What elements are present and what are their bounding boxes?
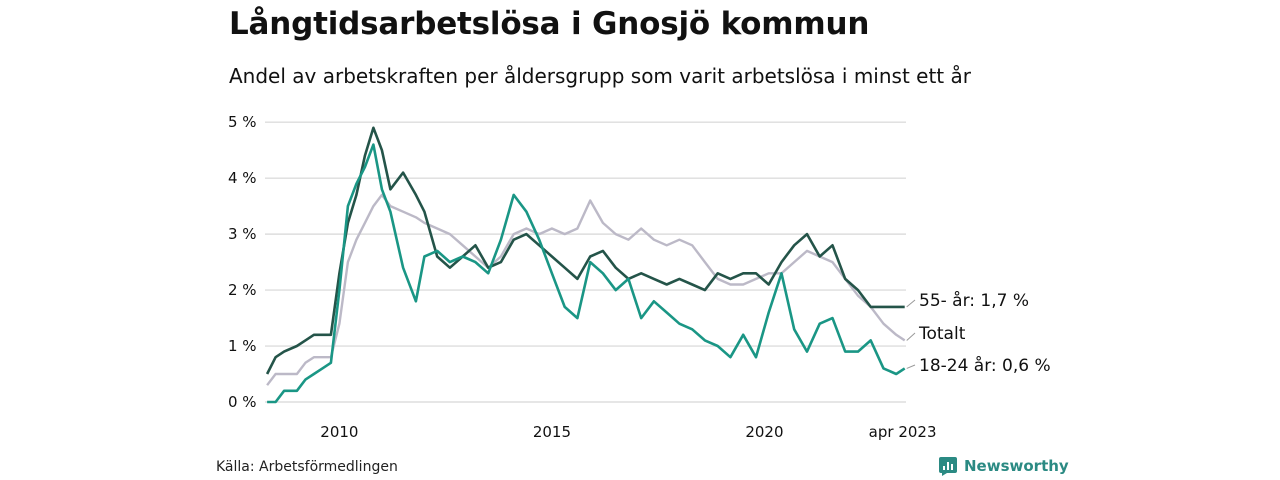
series-end-label-total: Totalt [918,324,966,344]
end-label-connector [906,364,916,369]
x-tick-label: 2020 [745,423,783,441]
y-tick-label: 0 % [228,393,257,411]
y-tick-label: 2 % [228,281,257,299]
gridlines [265,121,906,403]
x-tick-label: 2010 [320,423,358,441]
y-tick-label: 5 % [228,113,257,131]
chart-logo-icon [939,457,957,476]
source-note: Källa: Arbetsförmedlingen [216,459,398,475]
series-end-label-age55: 55- år: 1,7 % [919,290,1029,311]
series-end-label-age18: 18-24 år: 0,6 % [919,355,1051,376]
end-label-connector [906,299,916,308]
series-lines [265,126,906,404]
y-axis-ticks: 0 % 1 % 2 % 3 % 4 % 5 % [228,113,257,411]
end-label-connector [906,332,916,341]
chart-title: Långtidsarbetslösa i Gnosjö kommun [229,6,870,42]
y-tick-label: 1 % [228,337,257,355]
chart-subtitle: Andel av arbetskraften per åldersgrupp s… [229,64,971,88]
newsworthy-logo[interactable]: Newsworthy [938,456,1069,476]
brand-name: Newsworthy [964,457,1069,475]
end-labels: Totalt 55- år: 1,7 % 18-24 år: 0,6 % [906,290,1051,376]
y-tick-label: 3 % [228,225,257,243]
series-line-age55 [265,126,905,375]
x-tick-label: 2015 [533,423,571,441]
y-tick-label: 4 % [228,169,257,187]
x-axis-ticks: 2010 2015 2020 apr 2023 [320,423,936,441]
series-line-age18 [267,143,906,404]
x-tick-label: apr 2023 [869,423,937,441]
series-line-total [266,193,906,386]
